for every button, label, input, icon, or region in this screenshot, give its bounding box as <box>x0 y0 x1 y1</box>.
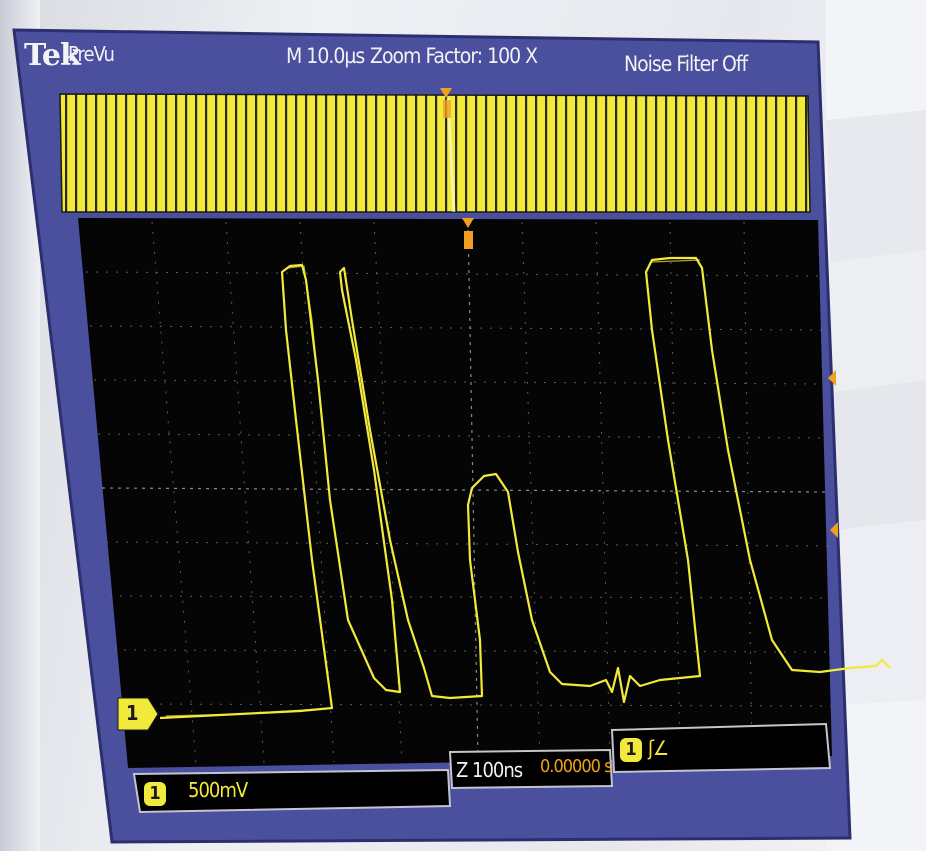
status-box-channel[interactable] <box>132 768 452 814</box>
trigger-slope-icon: ʃ∠ <box>648 736 669 760</box>
graticule-center-axes <box>101 221 827 761</box>
zoom-factor-readout: Zoom Factor: 100 X <box>370 44 538 68</box>
volts-per-div-readout: 500mV <box>188 778 248 802</box>
acquisition-mode-label: PreVu <box>68 42 115 66</box>
graticule-grid <box>85 221 832 765</box>
noise-filter-status: Noise Filter Off <box>624 52 748 76</box>
trigger-channel-badge: 1 <box>620 738 642 762</box>
record-overview <box>59 93 811 213</box>
graticule-area <box>78 218 832 768</box>
status-box-trigger[interactable] <box>610 722 832 774</box>
zoom-position-readout: 0.00000 s <box>540 756 613 777</box>
right-edge-markers <box>828 370 838 538</box>
trigger-position-marker <box>440 88 474 249</box>
timebase-readout: M 10.0µs <box>286 44 365 68</box>
zoom-timebase-readout: Z 100ns <box>456 758 523 782</box>
status-box-zoom[interactable] <box>448 748 614 790</box>
brand-logo: Tek <box>24 38 81 73</box>
ground-marker-channel-number: 1 <box>126 701 138 725</box>
ground-reference-marker <box>117 697 159 731</box>
channel-1-waveform <box>159 256 891 720</box>
channel-1-badge: 1 <box>144 782 166 806</box>
